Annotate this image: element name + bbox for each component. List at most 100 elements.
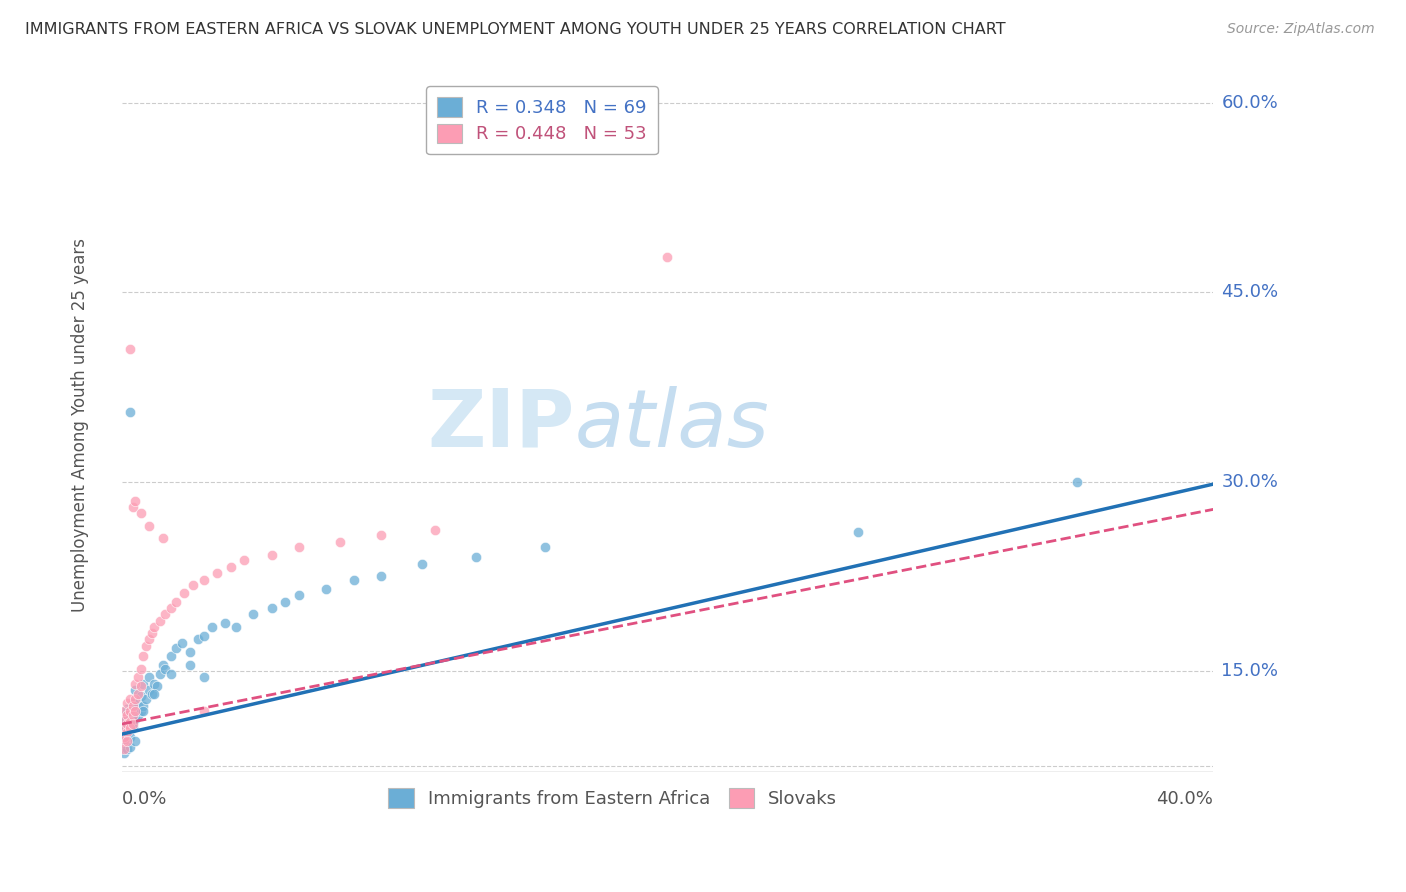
Point — [115, 708, 138, 723]
Point — [159, 600, 181, 615]
Legend: Immigrants from Eastern Africa, Slovaks: Immigrants from Eastern Africa, Slovaks — [381, 780, 845, 815]
Point — [214, 615, 236, 630]
Point — [112, 721, 135, 735]
Point — [115, 742, 138, 756]
Text: ZIP: ZIP — [427, 385, 575, 464]
Point — [135, 639, 157, 653]
Point — [193, 629, 215, 643]
Point — [848, 525, 870, 540]
Point — [288, 541, 311, 555]
Point — [165, 641, 187, 656]
Point — [138, 670, 160, 684]
Text: Unemployment Among Youth under 25 years: Unemployment Among Youth under 25 years — [72, 238, 89, 612]
Point — [411, 557, 433, 571]
Point — [138, 683, 160, 698]
Point — [121, 708, 143, 723]
Point — [129, 705, 152, 719]
Point — [121, 705, 143, 719]
Point — [370, 569, 392, 583]
Point — [118, 342, 141, 356]
Point — [127, 696, 149, 710]
Point — [152, 532, 174, 546]
Point — [127, 687, 149, 701]
Point — [132, 648, 155, 663]
Point — [124, 683, 146, 698]
Point — [124, 493, 146, 508]
Point — [129, 506, 152, 520]
Point — [149, 666, 172, 681]
Point — [233, 553, 256, 567]
Point — [124, 702, 146, 716]
Point — [260, 548, 283, 562]
Point — [242, 607, 264, 622]
Text: Source: ZipAtlas.com: Source: ZipAtlas.com — [1227, 22, 1375, 37]
Text: 40.0%: 40.0% — [1156, 789, 1213, 808]
Point — [193, 705, 215, 719]
Point — [124, 712, 146, 726]
Point — [155, 607, 177, 622]
Point — [152, 657, 174, 672]
Point — [112, 714, 135, 729]
Point — [129, 690, 152, 704]
Point — [143, 687, 166, 701]
Text: 0.0%: 0.0% — [122, 789, 167, 808]
Point — [112, 730, 135, 744]
Point — [132, 705, 155, 719]
Point — [205, 566, 228, 580]
Point — [115, 696, 138, 710]
Point — [225, 620, 247, 634]
Point — [143, 676, 166, 690]
Point — [112, 746, 135, 760]
Point — [132, 676, 155, 690]
Point — [115, 708, 138, 723]
Point — [112, 739, 135, 754]
Point — [193, 573, 215, 587]
Point — [165, 594, 187, 608]
Point — [115, 717, 138, 731]
Point — [533, 541, 555, 555]
Point — [146, 679, 169, 693]
Text: IMMIGRANTS FROM EASTERN AFRICA VS SLOVAK UNEMPLOYMENT AMONG YOUTH UNDER 25 YEARS: IMMIGRANTS FROM EASTERN AFRICA VS SLOVAK… — [25, 22, 1005, 37]
Point — [124, 705, 146, 719]
Point — [121, 696, 143, 710]
Point — [155, 661, 177, 675]
Point — [118, 730, 141, 744]
Point — [179, 645, 201, 659]
Point — [121, 699, 143, 714]
Point — [115, 733, 138, 747]
Point — [141, 626, 163, 640]
Point — [425, 523, 447, 537]
Point — [118, 405, 141, 419]
Point — [115, 727, 138, 741]
Point — [112, 712, 135, 726]
Point — [135, 691, 157, 706]
Point — [112, 708, 135, 723]
Point — [112, 733, 135, 747]
Point — [112, 730, 135, 744]
Point — [149, 614, 172, 628]
Point — [118, 721, 141, 735]
Point — [112, 721, 135, 735]
Text: 45.0%: 45.0% — [1222, 283, 1278, 301]
Point — [121, 717, 143, 731]
Point — [1066, 475, 1088, 489]
Text: 15.0%: 15.0% — [1222, 662, 1278, 680]
Point — [159, 666, 181, 681]
Point — [132, 699, 155, 714]
Point — [187, 632, 209, 647]
Point — [274, 594, 297, 608]
Point — [342, 573, 364, 587]
Point — [118, 714, 141, 729]
Point — [465, 550, 488, 565]
Point — [181, 578, 204, 592]
Point — [173, 585, 195, 599]
Point — [657, 250, 679, 264]
Point — [288, 588, 311, 602]
Point — [127, 708, 149, 723]
Point — [201, 620, 224, 634]
Point — [315, 582, 337, 596]
Point — [112, 733, 135, 747]
Point — [127, 670, 149, 684]
Point — [118, 691, 141, 706]
Point — [370, 527, 392, 541]
